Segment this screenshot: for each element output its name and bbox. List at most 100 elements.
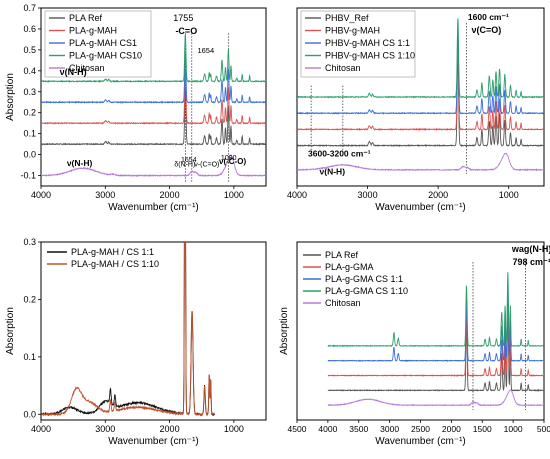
annotation: δ(N-H): [174, 162, 195, 169]
x-axis-label: Wavenumber (cm⁻¹): [375, 436, 465, 447]
y-tick-label: 0.0: [23, 150, 36, 160]
y-tick-label: 0.6: [23, 24, 36, 34]
series-line: [41, 51, 266, 105]
series-line: [297, 18, 544, 99]
panel-d: 4500 4000 3500 3000 2500 2000 1500 1000 500 Waven…: [279, 241, 550, 447]
y-tick-label: 0.2: [23, 108, 36, 118]
x-tick-label: 3500: [349, 424, 368, 434]
x-tick-label: 1000: [224, 424, 244, 434]
y-tick-label: 0.4: [23, 66, 36, 76]
y-axis-label: Absorption: [279, 307, 290, 355]
series-line: [41, 242, 215, 417]
panel-a-plot: [41, 33, 266, 182]
annotation: 1755: [173, 13, 193, 23]
series-line: [41, 33, 266, 84]
legend: PLA Ref PLA-g-MAH PLA-g-MAH CS1 PLA-g-MAH C…: [44, 10, 152, 78]
series-line: [41, 154, 266, 178]
series-line: [297, 56, 544, 148]
annotation: ν-(C=O): [194, 162, 219, 169]
y-tick-label: 0.3: [23, 237, 36, 247]
x-tick-label: 3000: [95, 190, 115, 200]
legend-entry: PHBV-g-MAH CS 1:10: [325, 51, 415, 61]
legend-box: [300, 10, 416, 78]
legend: PLA Ref PLA-g-GMA PLA-g-GMA CS 1:1 PLA-g-GM…: [303, 250, 408, 308]
legend-entry: PLA-g-MAH CS10: [69, 51, 142, 61]
legend-entry: PLA-g-GMA CS 1:10: [325, 286, 408, 296]
panel-b: 4000 3000 2000 1000 Wavenumber (cm⁻¹) PHBV_Re…: [287, 7, 545, 213]
annotation: 3600-3200 cm⁻¹: [308, 148, 371, 158]
series-line: [41, 69, 266, 126]
legend-entry: Chitosan: [325, 298, 361, 308]
x-tick-label: 2000: [442, 424, 461, 434]
series-line: [297, 30, 544, 116]
panel-b-plot: [297, 18, 544, 174]
legend-entry: PLA-g-MAH: [69, 26, 117, 36]
x-axis-label: Wavenumber (cm⁻¹): [108, 202, 198, 213]
annotation: wag(N-H): [511, 244, 550, 254]
panel-c: 4000 3000 2000 1000 0.0 0.1 0.2 0.3 Wavenumber (…: [5, 237, 267, 447]
legend-entry: PHBV-g-MAH: [325, 26, 380, 36]
legend-entry: PLA-g-MAH / CS 1:10: [71, 259, 159, 269]
annotation: 798 cm⁻¹: [513, 257, 550, 267]
y-tick-label: 0.2: [23, 294, 36, 304]
legend-entry: PHBV_Ref: [325, 13, 369, 23]
x-tick-label: 2000: [428, 190, 448, 200]
annotation: ν(C=O): [471, 25, 501, 35]
legend-entry: Chitosan: [325, 63, 361, 73]
x-tick-label: 2500: [411, 424, 430, 434]
annotation: 1600 cm⁻¹: [468, 12, 509, 22]
series-line: [41, 87, 266, 146]
legend-entry: PLA-g-GMA: [325, 262, 374, 272]
series-line: [327, 272, 544, 348]
x-axis-label: Wavenumber (cm⁻¹): [375, 202, 465, 213]
panel-c-plot: [41, 242, 216, 417]
y-axis-label: Absorption: [5, 73, 16, 121]
series-line: [297, 152, 544, 172]
series-line: [327, 296, 544, 377]
y-tick-label: 0.5: [23, 45, 36, 55]
x-tick-label: 3000: [358, 190, 378, 200]
annotation: 1654: [181, 157, 197, 164]
x-tick-label: 4500: [288, 424, 307, 434]
series-line: [297, 43, 544, 132]
x-tick-label: 1000: [504, 424, 523, 434]
x-tick-label: 4000: [318, 424, 337, 434]
legend-entry: PLA Ref: [325, 250, 359, 260]
x-tick-label: 4000: [287, 190, 307, 200]
x-tick-label: 2000: [160, 424, 180, 434]
panel-c-frame: [40, 241, 267, 421]
annotation: ν(N-H): [320, 167, 346, 177]
x-tick-label: 1000: [499, 190, 519, 200]
y-tick-label: -0.1: [20, 171, 36, 181]
y-tick-label: 0.0: [23, 409, 36, 419]
x-axis-label: Wavenumber (cm⁻¹): [108, 436, 198, 447]
y-axis-label: Absorption: [5, 307, 16, 355]
annotation: 1080: [221, 155, 237, 162]
x-tick-label: 1500: [473, 424, 492, 434]
annotation: ν(N-H): [60, 67, 87, 77]
panel-d-plot: [327, 262, 544, 410]
annotation: 1654: [197, 46, 214, 55]
panel-a-frame: [40, 7, 267, 187]
panel-a: 4000 3000 2000 1000 -0.1 0.0 0.1 0.2 0.3 0.4 0.5 0.…: [5, 3, 267, 213]
legend-entry: Chitosan: [69, 63, 105, 73]
y-tick-label: 0.1: [23, 352, 36, 362]
legend-entry: PLA-g-MAH CS1: [69, 38, 137, 48]
legend-entry: PLA-g-GMA CS 1:1: [325, 274, 403, 284]
x-tick-label: 1000: [224, 190, 244, 200]
legend-entry: PHBV-g-MAH CS 1:1: [325, 38, 410, 48]
x-tick-label: 4000: [31, 424, 51, 434]
legend: PHBV_Ref PHBV-g-MAH PHBV-g-MAH CS 1:1 PHBV-…: [300, 10, 416, 78]
annotation: ν(N-H): [67, 158, 93, 168]
legend-box: [44, 10, 152, 78]
y-tick-label: 0.3: [23, 87, 36, 97]
legend: PLA-g-MAH / CS 1:1 PLA-g-MAH / CS 1:10: [47, 247, 159, 269]
x-tick-label: 2000: [160, 190, 180, 200]
y-tick-label: 0.1: [23, 129, 36, 139]
legend-entry: PLA-g-MAH / CS 1:1: [71, 247, 154, 257]
legend-entry: PLA Ref: [69, 13, 103, 23]
x-tick-label: 500: [537, 424, 550, 434]
series-line: [327, 309, 544, 392]
x-tick-label: 3000: [95, 424, 115, 434]
